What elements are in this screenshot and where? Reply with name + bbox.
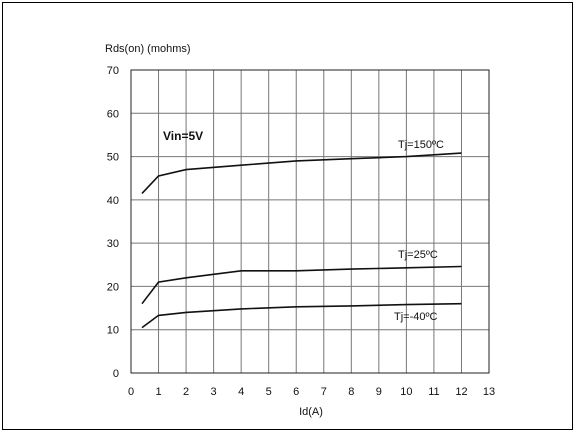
x-tick-label: 10 (400, 386, 412, 398)
x-tick-label: 5 (266, 386, 272, 398)
plot-frame (130, 69, 490, 374)
y-tick-label: 0 (113, 368, 119, 380)
x-tick-label: 4 (238, 386, 244, 398)
x-tick-label: 8 (348, 386, 354, 398)
series-lines (141, 152, 462, 329)
series-line-1 (141, 265, 462, 305)
x-tick-label: 12 (455, 386, 467, 398)
x-tick-label: 0 (128, 386, 134, 398)
x-tick-label: 13 (483, 386, 495, 398)
y-tick-label: 50 (107, 152, 119, 164)
x-tick-label: 3 (211, 386, 217, 398)
series-line-2 (141, 302, 462, 329)
series-label-minus40c: Tj=-40ºC (394, 311, 438, 323)
y-tick-label: 20 (107, 281, 119, 293)
x-tick-label: 1 (155, 386, 161, 398)
x-tick-labels: 0 1 2 3 4 5 6 7 8 9 10 11 12 13 (128, 386, 495, 398)
series-label-150c: Tj=150ºC (398, 139, 444, 151)
x-tick-label: 6 (293, 386, 299, 398)
x-tick-label: 11 (428, 386, 439, 398)
axes (130, 69, 490, 374)
x-tick-label: 9 (376, 386, 382, 398)
y-tick-label: 10 (107, 325, 119, 337)
grid-lines (131, 70, 489, 373)
y-axis-label: Rds(on) (mohms) (105, 43, 191, 55)
y-tick-label: 70 (107, 65, 119, 77)
y-tick-label: 40 (107, 195, 119, 207)
y-tick-labels: 0 10 20 30 40 50 60 70 (107, 65, 119, 380)
y-tick-label: 30 (107, 238, 119, 250)
vin-annotation: Vin=5V (163, 129, 203, 143)
x-tick-label: 2 (183, 386, 189, 398)
y-tick-label: 60 (107, 108, 119, 120)
series-label-25c: Tj=25ºC (398, 249, 438, 261)
x-tick-label: 7 (321, 386, 327, 398)
x-axis-label: Id(A) (299, 406, 323, 418)
series-line-0 (141, 152, 462, 194)
